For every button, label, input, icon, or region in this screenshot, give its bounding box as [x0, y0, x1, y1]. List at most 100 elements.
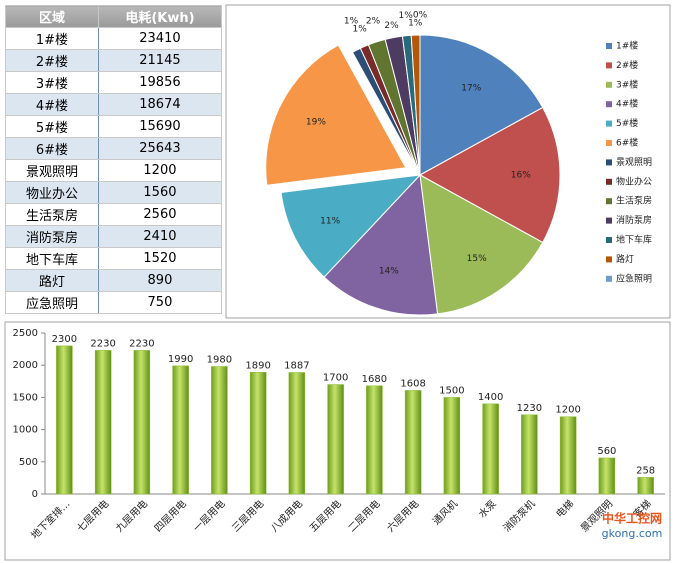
bar [249, 372, 267, 495]
header-cell: 区域 [5, 5, 99, 28]
watermark: 中华工控网 [602, 511, 662, 526]
data-label: 1400 [478, 392, 503, 403]
bar [598, 457, 616, 495]
legend-label: 3#楼 [616, 78, 638, 90]
data-label: 560 [597, 446, 616, 457]
data-label: 2300 [52, 334, 77, 345]
table-cell: 15690 [97, 115, 223, 138]
table-cell: 750 [97, 291, 223, 314]
legend-swatch [606, 43, 612, 49]
data-table: 区域 电耗(Kwh) 1#楼 23410 2#楼 21145 3#楼 19856 4#楼 18… [5, 5, 223, 314]
legend-swatch [606, 62, 612, 69]
table-row: 3#楼 19856 [5, 71, 223, 94]
data-label: 17% [461, 84, 481, 94]
bar [288, 372, 306, 495]
legend-swatch [606, 256, 612, 263]
legend-swatch [606, 217, 612, 224]
data-label: 1% [344, 17, 359, 27]
data-label: 2230 [129, 338, 154, 349]
data-label: 1230 [517, 403, 542, 414]
data-label: 1% [352, 25, 367, 35]
data-label: 14% [379, 266, 399, 276]
table-row: 应急照明 750 [5, 291, 223, 314]
pie-slice [419, 174, 544, 315]
table-cell: 4#楼 [5, 93, 99, 116]
legend-swatch [606, 81, 612, 88]
table-row: 6#楼 25643 [5, 137, 223, 160]
data-label: 1680 [362, 374, 387, 385]
y-tick-label: 2000 [13, 360, 38, 371]
data-label: 1887 [284, 360, 309, 371]
legend-swatch [606, 159, 612, 166]
data-label: 1608 [400, 378, 425, 389]
legend-label: 物业办公 [616, 175, 652, 187]
bar [56, 345, 73, 495]
table-row: 5#楼 15690 [5, 115, 223, 138]
data-label: 1990 [168, 354, 193, 365]
legend-swatch [606, 140, 612, 146]
table-cell: 18674 [97, 93, 223, 116]
table-cell: 景观照明 [5, 159, 99, 182]
legend-label: 2#楼 [616, 59, 638, 71]
bar [521, 414, 538, 495]
legend-label: 生活泵房 [616, 195, 652, 207]
table-cell: 25643 [97, 137, 223, 160]
table-header: 区域 电耗(Kwh) [5, 5, 223, 28]
legend-label: 应急照明 [616, 272, 652, 284]
data-label: 1890 [245, 360, 270, 371]
data-label: 1700 [323, 373, 348, 384]
data-label: 16% [511, 171, 531, 181]
legend-label: 路灯 [616, 253, 634, 265]
data-label: 1% [408, 19, 423, 29]
data-label: 2% [366, 17, 381, 27]
legend-swatch [606, 101, 612, 108]
pie-slice [418, 106, 561, 244]
table-row: 物业办公 1560 [5, 181, 223, 204]
legend-label: 5#楼 [616, 117, 638, 129]
table-cell: 5#楼 [5, 115, 99, 138]
y-tick-label: 2500 [13, 328, 38, 339]
table-row: 4#楼 18674 [5, 93, 223, 116]
table-row: 消防泵房 2410 [5, 225, 223, 248]
pie-slice [280, 174, 422, 278]
legend-label: 6#楼 [616, 137, 638, 149]
legend-label: 地下车库 [616, 234, 652, 246]
bar [172, 365, 189, 495]
legend-swatch [606, 275, 612, 282]
legend-swatch [606, 178, 612, 185]
bar [637, 477, 654, 495]
pie-slice [323, 173, 439, 316]
bar [404, 390, 422, 495]
table-cell: 21145 [97, 49, 223, 72]
data-label: 19% [306, 117, 326, 127]
data-label: 2230 [90, 338, 115, 349]
data-label: 1% [399, 11, 414, 21]
bar [482, 403, 499, 495]
pie-slice [265, 44, 407, 186]
legend-swatch [606, 120, 612, 127]
legend-label: 4#楼 [616, 98, 638, 110]
header-cell: 电耗(Kwh) [97, 5, 223, 28]
bar [133, 350, 151, 495]
legend-label: 消防泵房 [616, 214, 652, 226]
bar [94, 350, 112, 495]
table-cell: 应急照明 [5, 291, 99, 314]
table-cell: 2410 [97, 225, 223, 248]
data-label: 0% [413, 11, 428, 21]
data-label: 1500 [439, 385, 464, 396]
table-cell: 6#楼 [5, 137, 99, 160]
data-label: 15% [467, 254, 487, 264]
bar [559, 416, 577, 495]
y-tick-label: 1500 [13, 392, 38, 403]
legend-label: 1#楼 [616, 40, 638, 52]
y-tick-label: 500 [19, 457, 38, 468]
legend-swatch [606, 198, 612, 205]
table-row: 生活泵房 2560 [5, 203, 223, 226]
legend-label: 景观照明 [616, 157, 652, 168]
data-label: 11% [320, 216, 340, 226]
bar [327, 384, 344, 495]
data-label: 1980 [207, 354, 232, 365]
bar [366, 385, 383, 495]
